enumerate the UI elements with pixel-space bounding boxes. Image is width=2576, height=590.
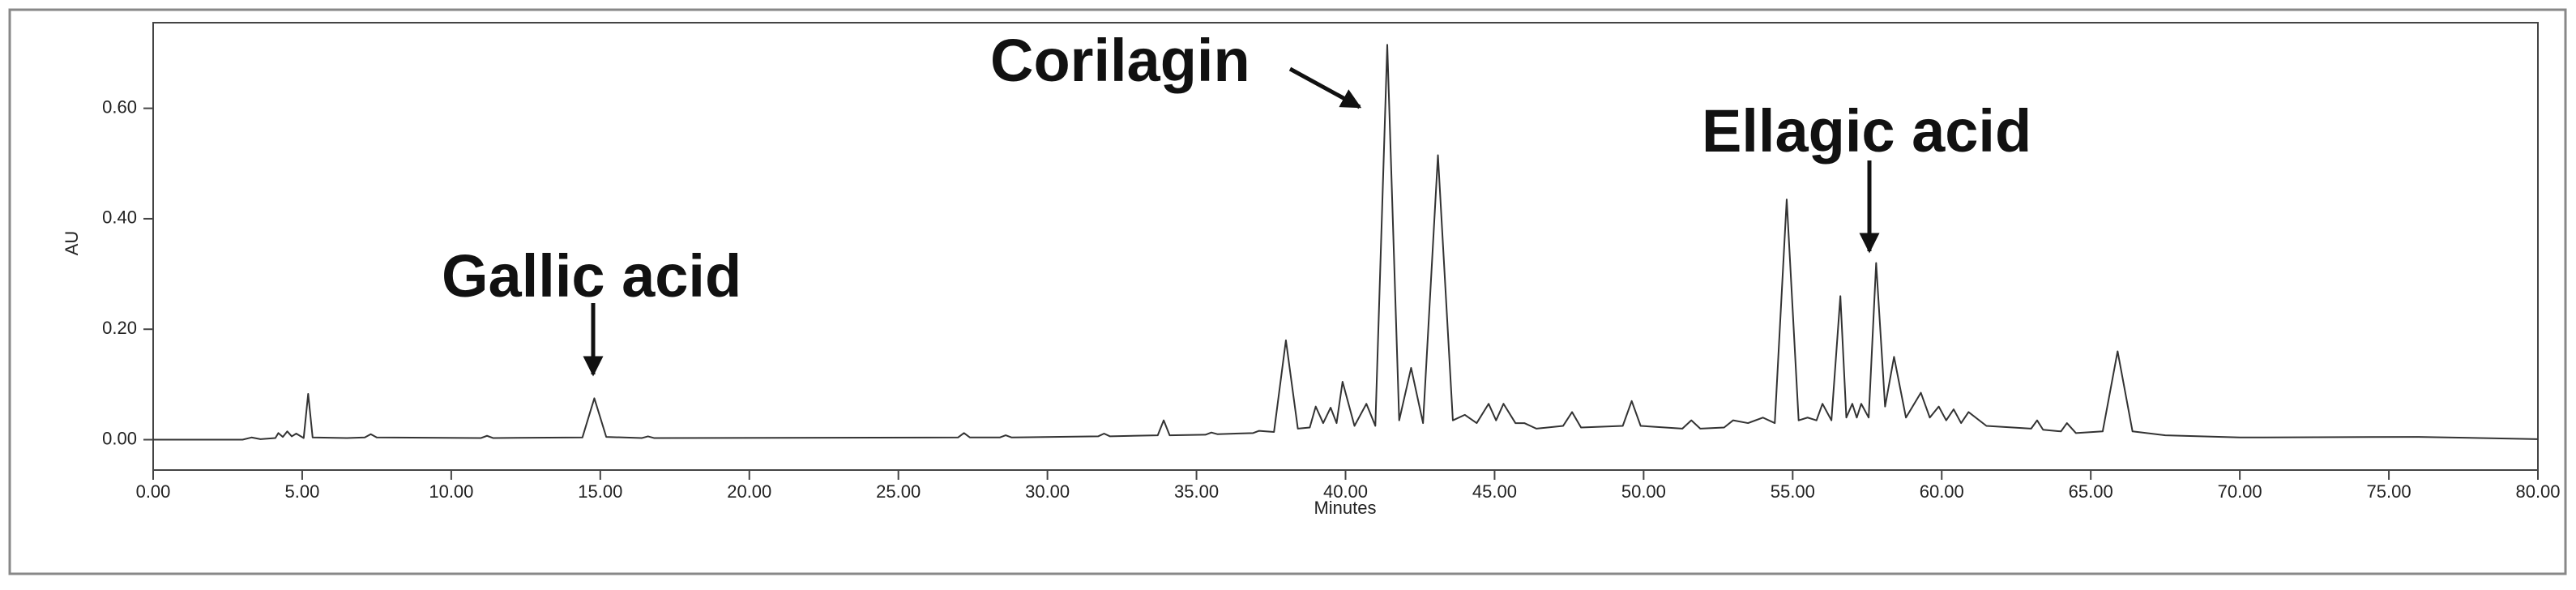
x-tick-label: 25.00 [876, 481, 921, 502]
x-tick-label: 40.00 [1323, 481, 1368, 502]
y-tick-label: 0.40 [102, 207, 137, 228]
x-tick-label: 30.00 [1025, 481, 1070, 502]
x-tick-label: 5.00 [285, 481, 320, 502]
y-tick-label: 0.20 [102, 318, 137, 338]
x-tick-label: 20.00 [727, 481, 771, 502]
y-tick-label: 0.00 [102, 428, 137, 448]
x-tick-label: 50.00 [1621, 481, 1666, 502]
x-tick-label: 0.00 [136, 481, 171, 502]
x-tick-label: 60.00 [1920, 481, 1964, 502]
trace-line [153, 44, 2539, 441]
x-tick-label: 75.00 [2367, 481, 2412, 502]
x-tick-label: 15.00 [578, 481, 622, 502]
x-tick-label: 35.00 [1174, 481, 1219, 502]
annotation-arrow [1288, 66, 1362, 109]
annotation: Ellagic acid [1702, 97, 2031, 165]
y-tick-label: 0.60 [102, 96, 137, 117]
x-tick-label: 55.00 [1771, 481, 1815, 502]
y-axis-label: AU [62, 231, 82, 256]
annotation: Gallic acid [442, 242, 741, 310]
x-tick-label: 80.00 [2515, 481, 2560, 502]
x-tick-label: 65.00 [2069, 481, 2113, 502]
annotation: Corilagin [990, 27, 1250, 94]
x-tick-label: 45.00 [1472, 481, 1517, 502]
x-axis-label: Minutes [1314, 498, 1376, 518]
outer-frame [8, 8, 2567, 575]
x-tick-label: 10.00 [429, 481, 473, 502]
x-tick-label: 70.00 [2218, 481, 2262, 502]
